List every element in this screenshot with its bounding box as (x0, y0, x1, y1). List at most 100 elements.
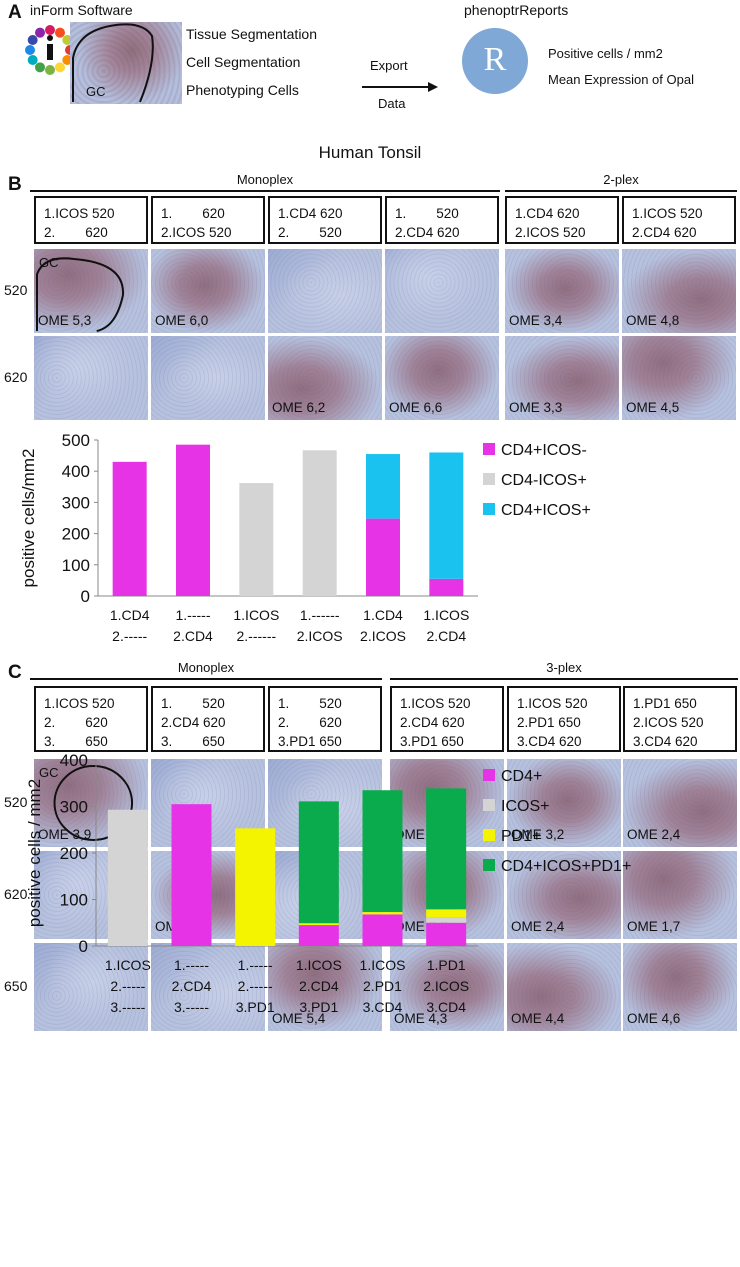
chart-c-bar-segment (426, 917, 467, 923)
chart-c-category-label: 2.----- (110, 978, 145, 994)
panel-b-label: B (8, 174, 22, 195)
panel-c-row-label: 650 (4, 978, 28, 994)
panel-c-ome-label: OME 1,7 (627, 919, 681, 934)
panel-c-ome-label: OME 4,6 (627, 1011, 681, 1026)
chart-b-legend-label: CD4+ICOS- (501, 442, 587, 459)
chart-c-y-tick-label: 400 (60, 752, 88, 770)
panel-b-chart: 0 100 200 300 400 500 positive cells/mm2 1.CD4 2… (19, 431, 591, 644)
panel-b-tissue-tile: GC OME 5,3 (34, 249, 148, 333)
chart-c-bar-segment (298, 801, 339, 924)
chart-b-category-label: 1.------ (300, 607, 340, 623)
chart-b-category-label: 1.CD4 (363, 607, 403, 623)
r-logo-icon: R (462, 28, 528, 94)
chart-b-bar-segment (239, 483, 274, 596)
panel-c-protocol-box: 1.ICOS 520 2.PD1 650 3.CD4 620 (507, 686, 621, 752)
chart-c-category-label: 1.ICOS (105, 957, 151, 973)
panel-b-protocol-box: 1.CD4 620 2. 520 (268, 196, 382, 244)
figure-title: Human Tonsil (318, 143, 422, 162)
chart-b-y-tick-label: 300 (62, 493, 90, 512)
panel-b-ome-label: OME 6,0 (155, 313, 209, 328)
inform-step-2: Cell Segmentation (186, 54, 301, 70)
panel-b-ome-label: OME 6,2 (272, 400, 326, 415)
panel-b-tissue-tile: OME 6,6 (385, 336, 499, 420)
chart-c-bar-segment (362, 914, 403, 946)
panel-c-gc-label: GC (39, 765, 59, 780)
panel-b-tissue-tile: OME 4,5 (622, 336, 736, 420)
chart-b-y-axis-label: positive cells/mm2 (19, 449, 38, 588)
chart-c-category-label: 1.----- (174, 957, 209, 973)
phenoptr-output-1: Positive cells / mm2 (548, 46, 663, 61)
panel-b-ome-label: OME 6,6 (389, 400, 443, 415)
chart-c-bar-segment (107, 809, 148, 946)
panel-c-plex-line (390, 678, 738, 680)
chart-c-bar-segment (235, 828, 276, 946)
panel-b-protocol-box: 1. 520 2.CD4 620 (385, 196, 499, 244)
chart-b-category-label: 1.ICOS (233, 607, 279, 623)
chart-c-legend-label: PD1+ (501, 828, 541, 845)
panel-b-ome-label: OME 4,8 (626, 313, 680, 328)
panel-c-tissue-tile: OME 4,3 (390, 943, 504, 1031)
panel-b-protocol-box: 1.ICOS 520 2.CD4 620 (622, 196, 736, 244)
panel-b-protocol-box: 1.CD4 620 2.ICOS 520 (505, 196, 619, 244)
panel-b-gc-label: GC (39, 255, 59, 270)
panel-c-ome-label: OME 4,3 (394, 1011, 448, 1026)
chart-c-category-label: 3.PD1 (236, 999, 275, 1015)
panel-b-tissue-tile: OME 6,0 (151, 249, 265, 333)
inform-title: inForm Software (30, 2, 133, 18)
chart-b-bar-segment (302, 450, 337, 596)
panel-c-tissue-tile: OME 3,2 (507, 759, 621, 847)
panel-c-tissue-tile: OME 4,6 (623, 943, 737, 1031)
panel-b-tissue-tile: OME 4,8 (622, 249, 736, 333)
export-label: Export (370, 58, 408, 73)
panel-b-tissue-tile: OME 3,4 (505, 249, 619, 333)
chart-c-category-label: 3.----- (174, 999, 209, 1015)
chart-b-y-tick-label: 400 (62, 462, 90, 481)
panel-c-protocol-box: 1.ICOS 520 2. 620 3. 650 (34, 686, 148, 752)
chart-c-legend-swatch (483, 829, 495, 841)
inform-tissue-image: GC (70, 22, 182, 104)
chart-c-legend-label: ICOS+ (501, 798, 549, 815)
chart-c-bar-segment (426, 788, 467, 910)
panel-b-tissue-tile (385, 249, 499, 333)
panel-c-chart: 0 100 200 300 400 positive cells / mm2 1.ICOS 2… (25, 752, 631, 1015)
panel-b-monoplex-line (30, 190, 500, 192)
chart-b-category-label: 2.CD4 (173, 628, 213, 644)
panel-b-tissue-tile (151, 336, 265, 420)
panel-c-monoplex-line (30, 678, 382, 680)
inform-step-1: Tissue Segmentation (186, 26, 317, 42)
panel-b-tissue-tile (34, 336, 148, 420)
chart-b-bar-segment (429, 452, 464, 579)
chart-c-bar-segment (362, 912, 403, 915)
panel-b-ome-label: OME 3,4 (509, 313, 563, 328)
panel-b-gc-outline (36, 257, 124, 332)
chart-c-category-label: 2.CD4 (299, 978, 339, 994)
panel-c-tissue-tile: OME 4,4 (507, 943, 621, 1031)
panel-c-ome-label: OME 5,4 (272, 1011, 326, 1026)
inform-gc-label: GC (86, 84, 106, 99)
chart-c-bar-segment (426, 922, 467, 946)
chart-b-y-tick-label: 100 (62, 556, 90, 575)
chart-c-category-label: 1.ICOS (296, 957, 342, 973)
inform-logo-icon (24, 22, 76, 78)
panel-b-tissue-tile (268, 249, 382, 333)
inform-step-3: Phenotyping Cells (186, 82, 299, 98)
chart-b-legend-label: CD4-ICOS+ (501, 472, 587, 489)
panel-b-protocol-box: 1.ICOS 520 2. 620 (34, 196, 148, 244)
chart-c-bar-segment (426, 909, 467, 918)
chart-b-category-label: 2.CD4 (426, 628, 466, 644)
panel-b-monoplex-title: Monoplex (236, 172, 294, 187)
chart-c-y-tick-label: 300 (60, 798, 88, 817)
phenoptr-output-2: Mean Expression of Opal (548, 72, 694, 87)
chart-b-category-label: 1.CD4 (110, 607, 150, 623)
panel-c-ome-label: OME 3,2 (511, 827, 565, 842)
chart-b-bar-segment (366, 454, 400, 519)
panel-b-plex-line (505, 190, 737, 192)
chart-b-category-label: 1.----- (176, 607, 211, 623)
panel-c-gc-outline (53, 765, 134, 841)
panel-b-ome-label: OME 5,3 (38, 313, 92, 328)
chart-c-bar-segment (171, 804, 212, 946)
chart-c-category-label: 3.----- (110, 999, 145, 1015)
export-arrow-icon (362, 80, 438, 92)
chart-b-y-tick-label: 500 (62, 431, 90, 450)
chart-b-category-label: 2.ICOS (360, 628, 406, 644)
